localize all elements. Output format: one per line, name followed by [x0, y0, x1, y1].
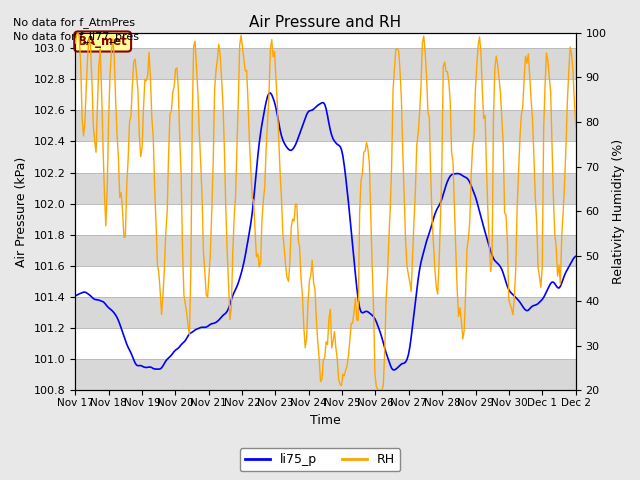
Title: Air Pressure and RH: Air Pressure and RH [250, 15, 401, 30]
Text: No data for f_AtmPres
No data for f_li77_pres: No data for f_AtmPres No data for f_li77… [13, 17, 139, 42]
Bar [75, 110, 576, 142]
Y-axis label: Air Pressure (kPa): Air Pressure (kPa) [15, 156, 28, 266]
Bar [75, 235, 576, 266]
Bar [75, 360, 576, 390]
Bar [75, 297, 576, 328]
Bar [75, 173, 576, 204]
Y-axis label: Relativity Humidity (%): Relativity Humidity (%) [612, 139, 625, 284]
X-axis label: Time: Time [310, 414, 341, 427]
Legend: li75_p, RH: li75_p, RH [240, 448, 400, 471]
Text: BA_met: BA_met [78, 35, 127, 48]
Bar [75, 48, 576, 79]
